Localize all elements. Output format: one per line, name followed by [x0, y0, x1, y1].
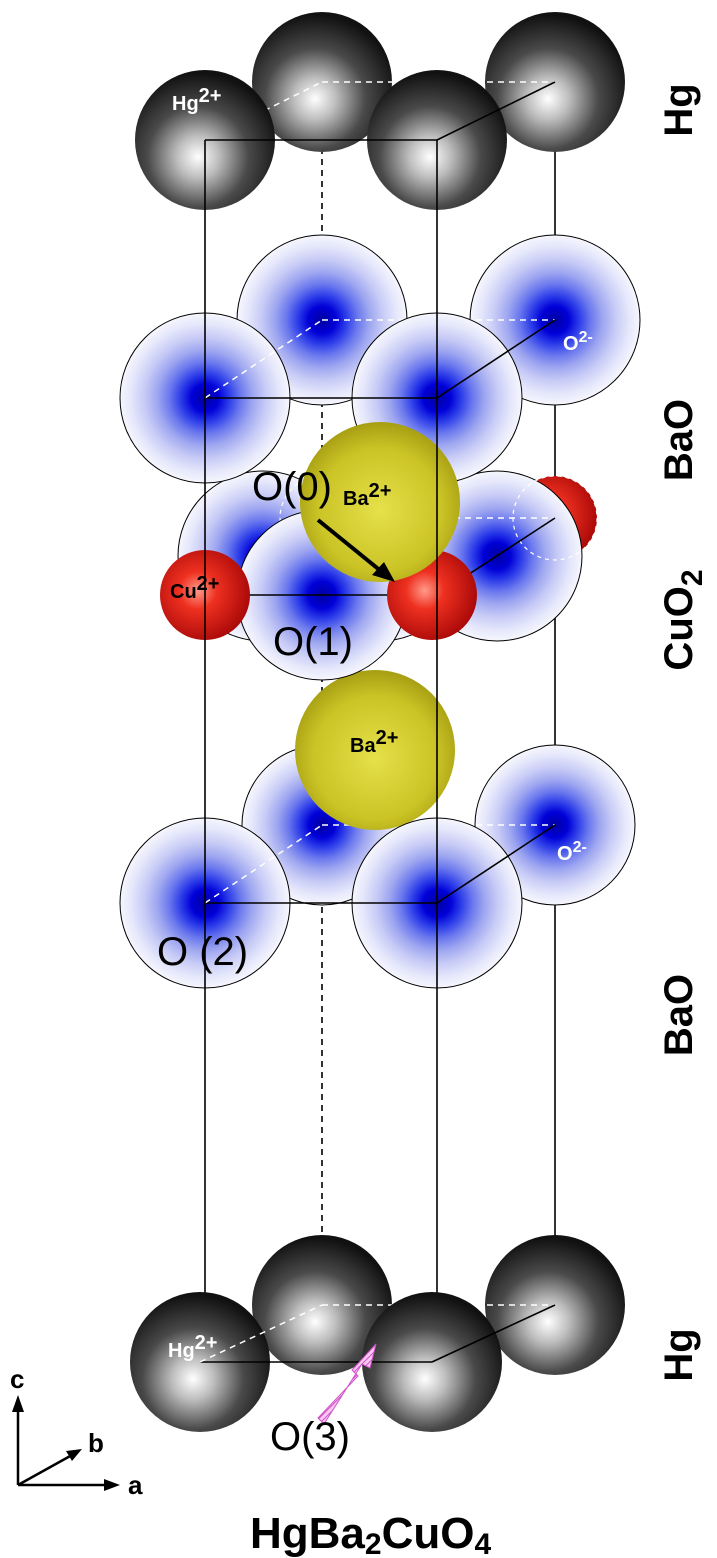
o-ion-label-bottom: O2-	[557, 839, 587, 865]
cell-edge	[431, 1304, 556, 1363]
axis-indicator	[12, 1395, 120, 1491]
ba-ion-label-top: Ba2+	[343, 480, 391, 510]
cell-edge	[436, 824, 556, 904]
cell-edge	[204, 319, 323, 399]
layer-label-hg-top: Hg	[657, 83, 701, 136]
barium-atom	[300, 422, 460, 582]
layer-label-bao-top: BaO	[657, 399, 701, 481]
axis-label-c: c	[10, 1364, 24, 1394]
layer-label-hg-bottom: Hg	[657, 1328, 701, 1381]
site-label-o0: O(0)	[252, 465, 332, 509]
hg-ion-label-top: Hg2+	[172, 85, 221, 115]
cell-edge	[436, 81, 556, 141]
cell-edge	[199, 1304, 323, 1363]
site-label-o3: O(3)	[270, 1415, 350, 1459]
layer-label-cuo2: CuO2	[657, 569, 709, 670]
hg-ion-label-bottom: Hg2+	[168, 1332, 217, 1362]
formula-title: HgBa2CuO4	[250, 1509, 491, 1558]
o0-arrow	[316, 518, 384, 574]
cu-ion-label: Cu2+	[170, 573, 219, 603]
cell-edge	[204, 824, 323, 904]
site-label-o2: O (2)	[157, 930, 248, 974]
o-ion-label-top: O2-	[563, 329, 593, 355]
cell-edge	[436, 319, 556, 399]
site-label-o1: O(1)	[273, 620, 353, 664]
axis-label-a: a	[128, 1470, 143, 1500]
axis-label-b: b	[88, 1428, 104, 1458]
layer-label-bao-bottom: BaO	[657, 974, 701, 1056]
o3-arrow	[317, 1343, 377, 1425]
barium-atom	[295, 670, 455, 830]
o0-arrow-head	[372, 562, 395, 582]
ba-ion-label-bottom: Ba2+	[350, 727, 398, 757]
